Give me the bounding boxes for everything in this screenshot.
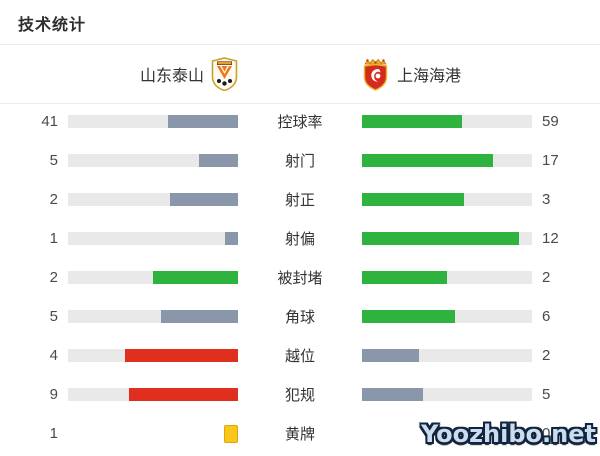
home-bar-fill xyxy=(199,154,238,167)
home-value: 5 xyxy=(49,152,58,169)
stat-label: 黄牌 xyxy=(284,426,315,443)
stat-label: 被封堵 xyxy=(277,270,323,287)
header-divider xyxy=(0,103,600,104)
stat-row: 1 黄牌 0 xyxy=(0,414,600,453)
home-bar xyxy=(68,349,238,362)
home-bar-fill xyxy=(124,349,238,362)
away-value: 0 xyxy=(542,425,551,442)
home-bar xyxy=(68,154,238,167)
stat-label: 犯规 xyxy=(284,387,315,404)
away-value: 59 xyxy=(542,113,559,130)
team-header: 山东泰山 xyxy=(0,45,600,103)
home-bar-fill xyxy=(224,232,238,245)
away-value: 2 xyxy=(542,347,551,364)
home-value: 1 xyxy=(49,230,58,247)
home-value: 4 xyxy=(49,347,58,364)
home-bar xyxy=(68,193,238,206)
home-value: 41 xyxy=(41,113,58,130)
watermark: Yoozhibo.net xyxy=(420,420,596,448)
stat-row: 41 控球率 59 xyxy=(0,102,600,141)
home-bar-fill xyxy=(168,115,238,128)
home-bar-fill xyxy=(170,193,238,206)
home-value: 1 xyxy=(49,425,58,442)
away-team-name: 上海海港 xyxy=(397,68,462,85)
home-value: 5 xyxy=(49,308,58,325)
away-bar xyxy=(362,310,532,323)
stat-label: 越位 xyxy=(284,348,315,365)
away-bar-fill xyxy=(362,271,447,284)
home-bar xyxy=(68,115,238,128)
home-value: 2 xyxy=(49,269,58,286)
home-bar-fill xyxy=(153,271,238,284)
away-bar-fill xyxy=(362,310,455,323)
away-bar xyxy=(362,388,532,401)
home-bar xyxy=(68,271,238,284)
away-bar-fill xyxy=(362,388,423,401)
away-value: 17 xyxy=(542,152,559,169)
stat-row: 5 角球 6 xyxy=(0,297,600,336)
away-bar xyxy=(362,154,532,167)
title-divider xyxy=(0,44,600,45)
stat-row: 1 射偏 12 xyxy=(0,219,600,258)
page-title: 技术统计 xyxy=(18,17,87,34)
stat-row: 2 被封堵 2 xyxy=(0,258,600,297)
away-value: 3 xyxy=(542,191,551,208)
home-bar-fill xyxy=(160,310,238,323)
away-team-header: 上海海港 xyxy=(362,45,461,103)
away-value: 5 xyxy=(542,386,551,403)
home-value: 2 xyxy=(49,191,58,208)
stat-label: 角球 xyxy=(284,309,315,326)
stat-label: 射偏 xyxy=(284,231,315,248)
home-bar xyxy=(68,232,238,245)
home-bar xyxy=(68,310,238,323)
away-bar-fill xyxy=(362,115,463,128)
away-bar xyxy=(362,115,532,128)
away-bar xyxy=(362,232,532,245)
stat-row: 5 射门 17 xyxy=(0,141,600,180)
stat-row: 2 射正 3 xyxy=(0,180,600,219)
home-bar xyxy=(68,425,238,443)
home-team-header: 山东泰山 xyxy=(140,45,238,103)
stat-row: 9 犯规 5 xyxy=(0,375,600,414)
away-bar-fill xyxy=(362,154,494,167)
home-bar xyxy=(68,388,238,401)
away-bar-fill xyxy=(362,193,464,206)
stats-rows: 41 控球率 59 5 射门 17 2 射正 3 1 射偏 12 2 被封堵 2 5 角球 6 4 越位 2 9 犯规 5 1 黄… xyxy=(0,102,600,453)
away-bar xyxy=(362,193,532,206)
away-value: 2 xyxy=(542,269,551,286)
stat-row: 4 越位 2 xyxy=(0,336,600,375)
away-bar-fill xyxy=(362,232,519,245)
stat-label: 控球率 xyxy=(277,114,323,131)
home-value: 9 xyxy=(49,386,58,403)
away-bar xyxy=(362,349,532,362)
away-value: 6 xyxy=(542,308,551,325)
stat-label: 射正 xyxy=(284,192,315,209)
home-team-crest-icon xyxy=(211,57,238,91)
home-team-name: 山东泰山 xyxy=(139,68,204,85)
away-bar xyxy=(362,271,532,284)
away-bar-fill xyxy=(362,349,419,362)
away-value: 12 xyxy=(542,230,559,247)
yellow-card-icon xyxy=(224,425,238,443)
away-team-crest-icon xyxy=(362,57,389,91)
stat-label: 射门 xyxy=(284,153,315,170)
home-bar-fill xyxy=(128,388,238,401)
